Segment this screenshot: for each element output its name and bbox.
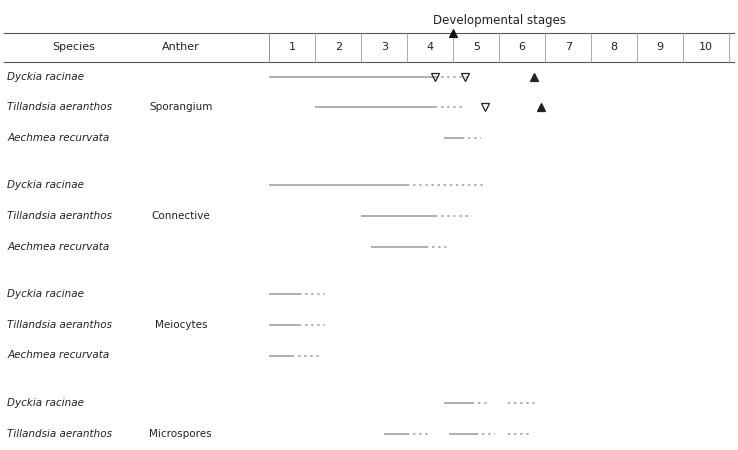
Text: Aechmea recurvata: Aechmea recurvata <box>7 351 110 360</box>
Text: Microspores: Microspores <box>150 429 212 439</box>
Text: 6: 6 <box>519 42 525 52</box>
Text: 5: 5 <box>473 42 480 52</box>
Text: 7: 7 <box>565 42 572 52</box>
Text: Species: Species <box>52 42 95 52</box>
Text: Developmental stages: Developmental stages <box>432 14 566 27</box>
Text: Anther: Anther <box>162 42 200 52</box>
Text: 2: 2 <box>335 42 342 52</box>
Text: 10: 10 <box>699 42 713 52</box>
Text: Aechmea recurvata: Aechmea recurvata <box>7 242 110 252</box>
Text: Dyckia racinae: Dyckia racinae <box>7 180 84 190</box>
Text: Tillandsia aeranthos: Tillandsia aeranthos <box>7 320 112 330</box>
Text: Tillandsia aeranthos: Tillandsia aeranthos <box>7 429 112 439</box>
Text: Meiocytes: Meiocytes <box>154 320 207 330</box>
Text: 8: 8 <box>610 42 618 52</box>
Text: Sporangium: Sporangium <box>149 102 213 112</box>
Text: Dyckia racinae: Dyckia racinae <box>7 398 84 408</box>
Text: 9: 9 <box>657 42 663 52</box>
Text: 4: 4 <box>427 42 434 52</box>
Text: Tillandsia aeranthos: Tillandsia aeranthos <box>7 211 112 221</box>
Text: Tillandsia aeranthos: Tillandsia aeranthos <box>7 102 112 112</box>
Text: Dyckia racinae: Dyckia racinae <box>7 289 84 299</box>
Text: 3: 3 <box>381 42 387 52</box>
Text: Aechmea recurvata: Aechmea recurvata <box>7 133 110 143</box>
Text: 1: 1 <box>289 42 296 52</box>
Text: Connective: Connective <box>151 211 210 221</box>
Text: Dyckia racinae: Dyckia racinae <box>7 72 84 81</box>
